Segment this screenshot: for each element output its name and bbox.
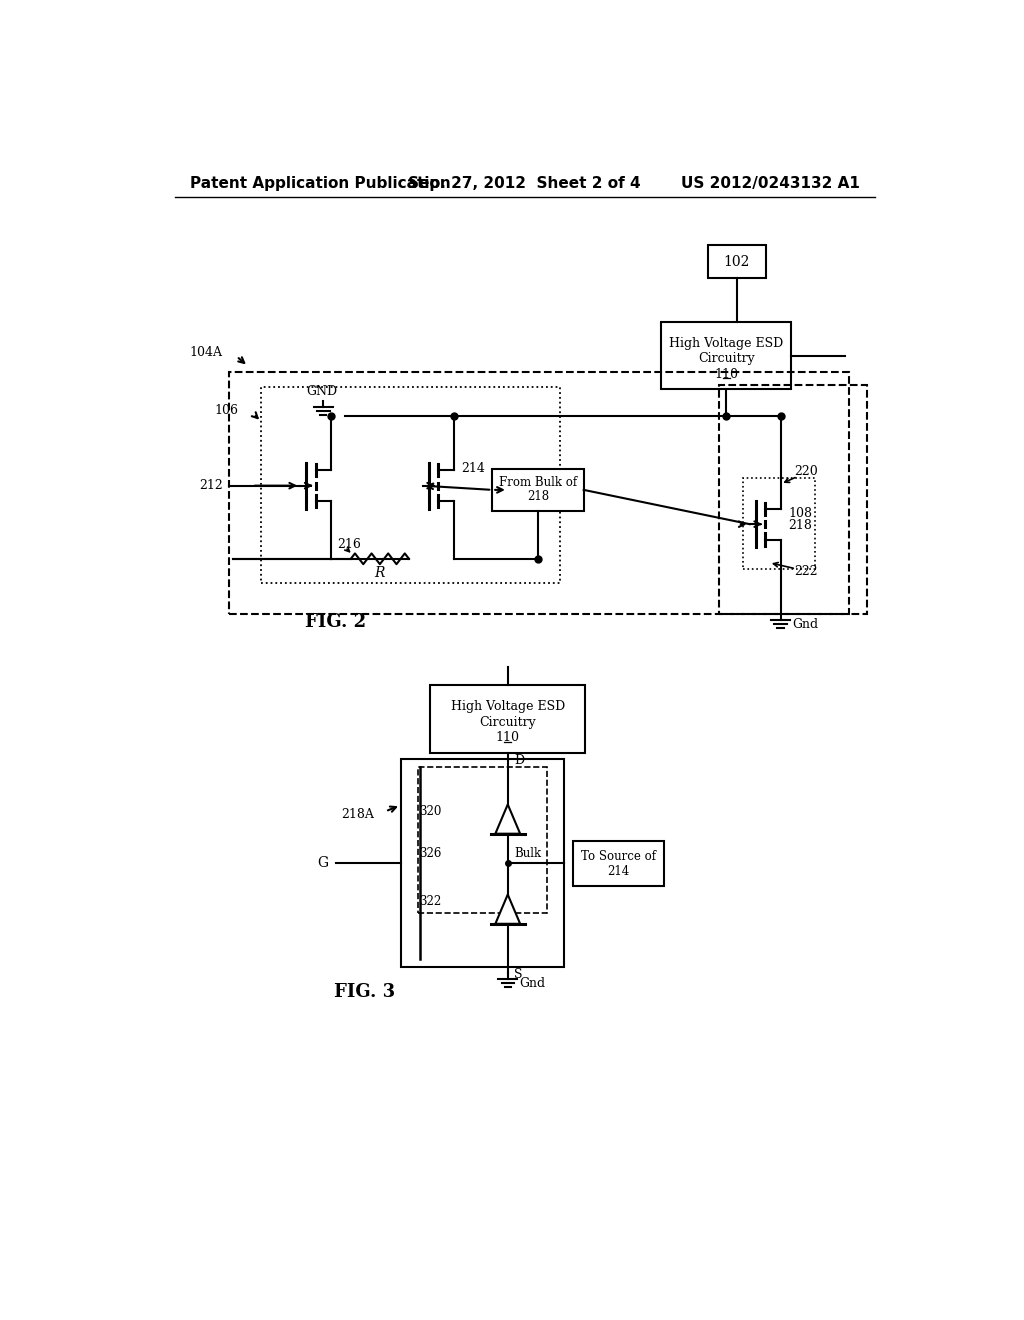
Bar: [493, 469, 584, 511]
Polygon shape: [496, 895, 520, 924]
Text: High Voltage ESD: High Voltage ESD: [669, 337, 783, 350]
Polygon shape: [496, 804, 520, 834]
Bar: [743, 478, 815, 569]
Text: 220: 220: [795, 465, 818, 478]
Text: 212: 212: [199, 479, 222, 492]
Bar: [719, 385, 867, 614]
Text: 106: 106: [215, 404, 239, 417]
Text: 110: 110: [715, 368, 738, 381]
Text: 320: 320: [420, 805, 441, 818]
Text: 216: 216: [337, 539, 361, 552]
Text: 102: 102: [724, 255, 750, 268]
Text: 218A: 218A: [342, 808, 375, 821]
Text: Sep. 27, 2012  Sheet 2 of 4: Sep. 27, 2012 Sheet 2 of 4: [409, 176, 641, 190]
Text: Gnd: Gnd: [793, 618, 818, 631]
Text: FIG. 2: FIG. 2: [305, 612, 367, 631]
Text: D: D: [514, 754, 524, 767]
Text: 104A: 104A: [189, 346, 222, 359]
Bar: [418, 767, 547, 913]
Bar: [572, 841, 665, 886]
Text: Circuitry: Circuitry: [698, 352, 755, 366]
Text: Gnd: Gnd: [519, 977, 546, 990]
Text: 214: 214: [607, 865, 630, 878]
Text: Circuitry: Circuitry: [479, 715, 537, 729]
Text: Bulk: Bulk: [514, 847, 541, 861]
Bar: [261, 387, 560, 583]
Bar: [708, 246, 766, 277]
Text: FIG. 3: FIG. 3: [334, 982, 395, 1001]
Text: From Bulk of: From Bulk of: [499, 477, 578, 490]
Text: 326: 326: [420, 847, 441, 861]
Text: To Source of: To Source of: [581, 850, 656, 862]
Text: 108: 108: [788, 507, 812, 520]
Text: 110: 110: [496, 731, 520, 744]
Text: 218: 218: [527, 490, 549, 503]
Bar: [662, 322, 792, 389]
Text: 218: 218: [788, 519, 812, 532]
Text: 222: 222: [795, 565, 818, 578]
Bar: [400, 759, 563, 966]
Bar: [430, 685, 586, 752]
Text: G: G: [316, 855, 328, 870]
Text: GND: GND: [306, 385, 337, 399]
Text: Patent Application Publication: Patent Application Publication: [190, 176, 451, 190]
Text: 214: 214: [461, 462, 485, 475]
Text: High Voltage ESD: High Voltage ESD: [451, 701, 565, 713]
Text: US 2012/0243132 A1: US 2012/0243132 A1: [681, 176, 859, 190]
Text: S: S: [514, 968, 522, 981]
Text: 322: 322: [420, 895, 441, 908]
Text: R: R: [375, 566, 385, 579]
Bar: [228, 372, 849, 614]
